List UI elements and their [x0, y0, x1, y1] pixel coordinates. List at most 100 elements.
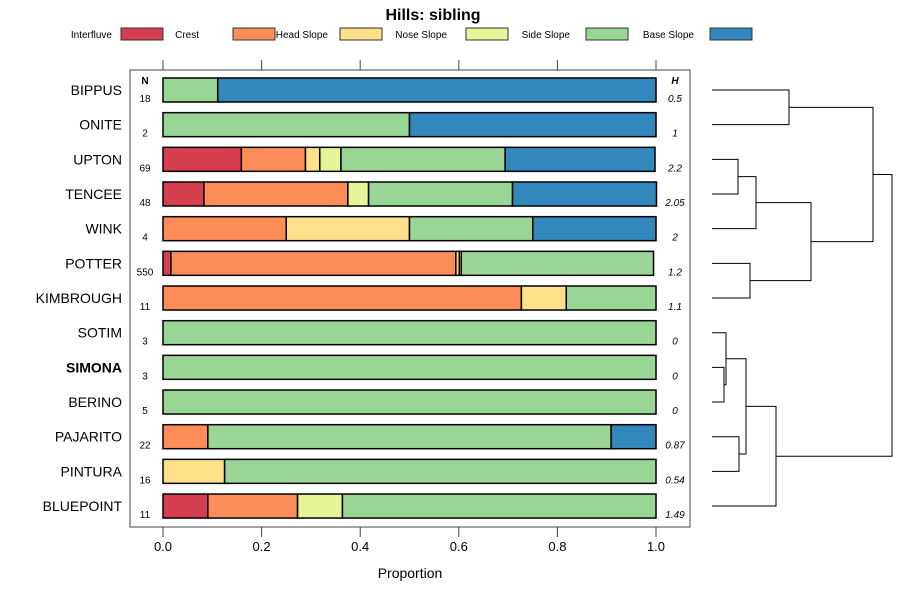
x-axis-label: Proportion — [378, 565, 443, 581]
legend-swatch — [120, 27, 164, 41]
x-tick-label: 0.2 — [253, 539, 271, 554]
h-value: 1 — [672, 129, 678, 140]
row-label: UPTON — [73, 151, 122, 167]
bar-segment-interfluve — [162, 493, 209, 519]
h-value: 2 — [671, 233, 678, 244]
h-value: 1.49 — [665, 510, 685, 521]
h-value: 0.87 — [665, 441, 685, 452]
bar-row-tencee: TENCEE 48 2.05 — [65, 181, 685, 209]
bar-segment-side-slope — [460, 250, 655, 277]
n-value: 3 — [142, 371, 148, 382]
dendrogram-branch — [712, 405, 777, 507]
bar-segment-side-slope — [408, 215, 534, 242]
bar-row-simona: SIMONA 3 0 — [66, 354, 678, 382]
h-value: 1.2 — [668, 267, 682, 278]
n-value: 11 — [140, 302, 151, 313]
legend-swatch — [585, 27, 629, 41]
bar-row-sotim: SOTIM 3 0 — [78, 319, 678, 348]
bar-row-kimbrough: KIMBROUGH 11 1.1 — [36, 285, 682, 313]
bar-segment-head-slope — [162, 458, 226, 485]
bar-segment-head-slope — [520, 285, 568, 311]
bar-segment-nose-slope — [296, 493, 344, 519]
h-value: 0.5 — [668, 94, 682, 105]
chart-title: Hills: sibling — [385, 7, 480, 24]
row-label: KIMBROUGH — [36, 290, 122, 306]
legend-label: Crest — [175, 30, 199, 41]
bar-segment-head-slope — [304, 146, 321, 173]
x-tick-label: 0.8 — [548, 539, 566, 554]
bar-row-onite: ONITE 2 1 — [79, 111, 678, 140]
legend-label: Head Slope — [276, 30, 329, 41]
n-value: 550 — [137, 267, 154, 278]
legend-swatch — [465, 27, 509, 41]
bar-row-upton: UPTON 69 2.2 — [73, 146, 682, 174]
bar-segment-side-slope — [162, 319, 657, 346]
row-label: BERINO — [68, 394, 122, 410]
n-value: 5 — [142, 406, 148, 417]
legend: Interfluve Crest Head Slope Nose Slope Side … — [71, 27, 753, 41]
dendrogram-branch — [712, 176, 757, 230]
x-tick-label: 0.6 — [450, 539, 468, 554]
bar-segment-side-slope — [341, 493, 657, 519]
dendrogram-branch — [712, 89, 790, 126]
bar-segment-base-slope — [408, 111, 657, 138]
n-value: 2 — [142, 129, 148, 140]
legend-swatch — [709, 27, 753, 41]
bar-segment-side-slope — [223, 458, 657, 485]
bar-segment-side-slope — [162, 389, 657, 415]
row-label: BIPPUS — [71, 82, 122, 98]
bar-segment-crest — [170, 250, 457, 277]
row-label: ONITE — [79, 117, 122, 133]
row-label: PAJARITO — [55, 429, 122, 445]
bar-segment-side-slope — [565, 285, 657, 311]
x-axis: 0.0 0.2 0.4 0.6 0.8 1.0 — [154, 60, 665, 554]
h-value: 0.54 — [665, 475, 685, 486]
bar-row-bluepoint: BLUEPOINT 11 1.49 — [43, 493, 685, 521]
dendrogram-branch — [750, 202, 812, 282]
dendrogram-branch — [712, 436, 740, 472]
bar-row-pintura: PINTURA 16 0.54 — [61, 458, 685, 486]
x-tick-label: 0.4 — [351, 539, 369, 554]
bar-segment-crest — [162, 285, 523, 311]
h-value: 2.2 — [667, 163, 682, 174]
n-value: 22 — [139, 441, 151, 452]
row-label: SOTIM — [78, 325, 122, 341]
bar-segment-base-slope — [216, 77, 657, 103]
bar-segment-interfluve — [162, 181, 205, 207]
bar-segment-side-slope — [162, 111, 411, 138]
dendrogram — [712, 89, 893, 507]
h-value: 2.05 — [664, 198, 685, 209]
bar-segment-base-slope — [610, 423, 657, 450]
n-value: 18 — [139, 94, 151, 105]
n-value: 69 — [139, 163, 151, 174]
dendrogram-branch — [712, 158, 739, 195]
bar-segment-side-slope — [207, 423, 612, 450]
bar-row-pajarito: PAJARITO 22 0.87 — [55, 423, 685, 452]
bar-rows: BIPPUS 18 0.5 ONITE 2 1 UPTON 69 2.2 TENCEE 48 2.05… — [36, 77, 685, 521]
bar-segment-crest — [162, 215, 287, 242]
bar-segment-nose-slope — [319, 146, 342, 173]
row-label: BLUEPOINT — [43, 498, 123, 514]
bar-segment-crest — [203, 181, 349, 207]
n-header: N — [141, 76, 148, 87]
n-value: 4 — [142, 233, 148, 244]
plot-frame — [129, 69, 691, 528]
bar-segment-base-slope — [532, 215, 657, 242]
n-value: 3 — [142, 337, 148, 348]
bar-segment-side-slope — [162, 77, 219, 103]
legend-label: Nose Slope — [395, 30, 447, 41]
dendrogram-branch — [726, 358, 747, 455]
bar-segment-crest — [207, 493, 299, 519]
h-value: 0 — [672, 371, 678, 382]
bar-row-berino: BERINO 5 0 — [68, 389, 678, 417]
bar-segment-base-slope — [504, 146, 656, 173]
bar-segment-base-slope — [511, 181, 658, 207]
n-value: 16 — [139, 475, 151, 486]
bar-segment-crest — [162, 423, 209, 450]
legend-swatch — [339, 27, 383, 41]
h-header: H — [671, 76, 679, 87]
row-label: TENCEE — [65, 186, 122, 202]
dendrogram-branch — [712, 262, 751, 299]
legend-label: Side Slope — [522, 30, 571, 41]
bar-segment-interfluve — [162, 146, 243, 173]
